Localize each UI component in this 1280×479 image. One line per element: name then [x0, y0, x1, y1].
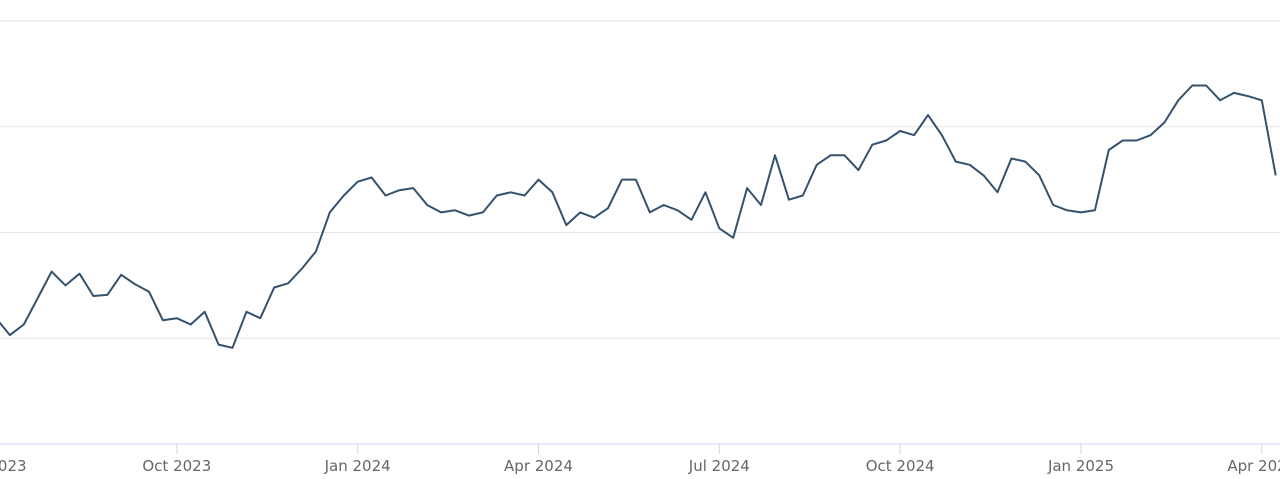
x-tick-label: Jul 2023 — [0, 457, 27, 475]
x-tick-label: Oct 2023 — [142, 457, 211, 475]
x-tick-label: Jan 2025 — [1047, 457, 1114, 475]
x-tick-label: Oct 2024 — [866, 457, 935, 475]
x-tick-label: Jul 2024 — [688, 457, 750, 475]
x-tick-label: Apr 2025 — [1227, 457, 1280, 475]
x-tick-label: Apr 2024 — [504, 457, 573, 475]
x-tick-label: Jan 2024 — [324, 457, 391, 475]
series-line — [0, 84, 1277, 349]
